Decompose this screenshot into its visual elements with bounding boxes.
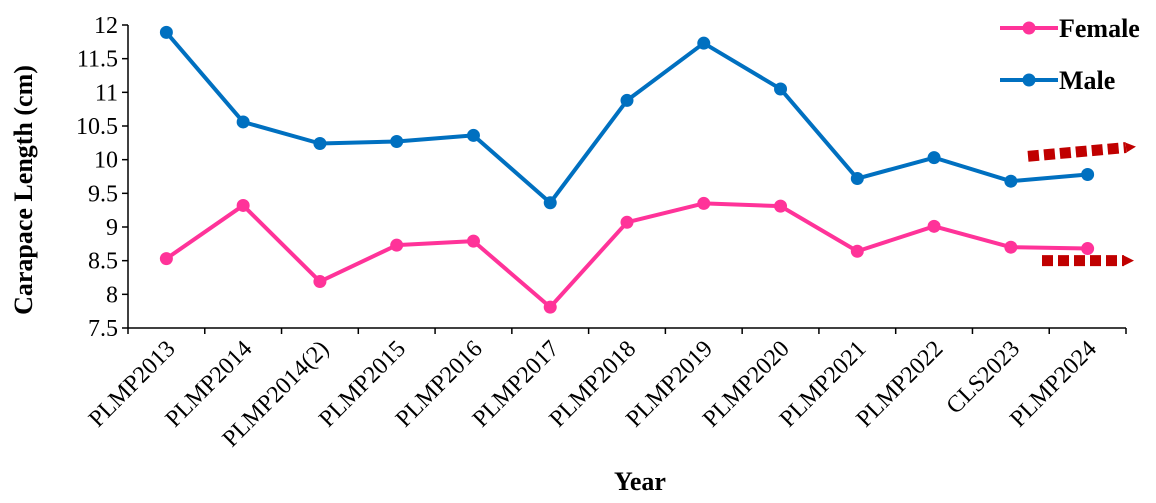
male-trend-arrow [1027,142,1136,162]
data-point-female [927,219,941,233]
data-point-male [313,137,327,151]
y-axis-ticks: 7.5 8 8.5 9 9.5 10 10.5 11 11.5 12 [76,13,128,342]
data-point-female [1081,242,1095,256]
y-tick-label: 7.5 [88,316,118,342]
legend-label: Female [1059,14,1140,43]
y-tick-label: 12 [94,13,118,39]
data-point-female [620,215,634,229]
legend: Female Male [1000,14,1140,95]
legend-item-male: Male [1000,66,1115,95]
legend-label: Male [1059,66,1115,95]
data-point-male [1004,174,1018,188]
y-tick-label: 11 [95,80,118,106]
data-point-female [1004,240,1018,254]
x-axis-title: Year [614,467,666,496]
x-axis-ticks: PLMP2013PLMP2014PLMP2014(2)PLMP2015PLMP2… [84,328,1127,452]
data-point-male [927,151,941,165]
series-line-male [164,31,1088,205]
y-tick-label: 11.5 [77,47,118,73]
y-axis-title: Carapace Length (cm) [9,65,38,315]
data-point-male [236,115,250,129]
y-tick-label: 9.5 [88,181,118,207]
y-tick-label: 8.5 [88,249,118,275]
y-tick-label: 8 [106,282,118,308]
data-point-female [466,234,480,248]
annotation-layer [1027,142,1136,267]
legend-marker [1022,21,1036,35]
y-tick-label: 10 [94,148,118,174]
axes [127,25,1126,329]
data-point-male [774,82,788,96]
data-point-female [313,275,327,289]
data-point-male [466,128,480,142]
series-male [159,25,1095,210]
data-point-male [697,36,711,50]
legend-item-female: Female [1000,14,1140,43]
data-point-female [236,198,250,212]
data-point-female [697,196,711,210]
series-layer [159,25,1095,314]
data-point-male [543,196,557,210]
data-point-female [774,199,788,213]
legend-marker [1022,73,1036,87]
data-point-male [159,25,173,39]
y-tick-label: 9 [106,215,118,241]
data-point-male [390,134,404,148]
data-point-male [1081,167,1095,181]
data-point-male [850,172,864,186]
data-point-female [850,244,864,258]
data-point-female [390,238,404,252]
data-point-male [620,93,634,107]
data-point-female [159,252,173,266]
series-female [159,196,1095,314]
data-point-female [543,300,557,314]
y-tick-label: 10.5 [76,114,118,140]
